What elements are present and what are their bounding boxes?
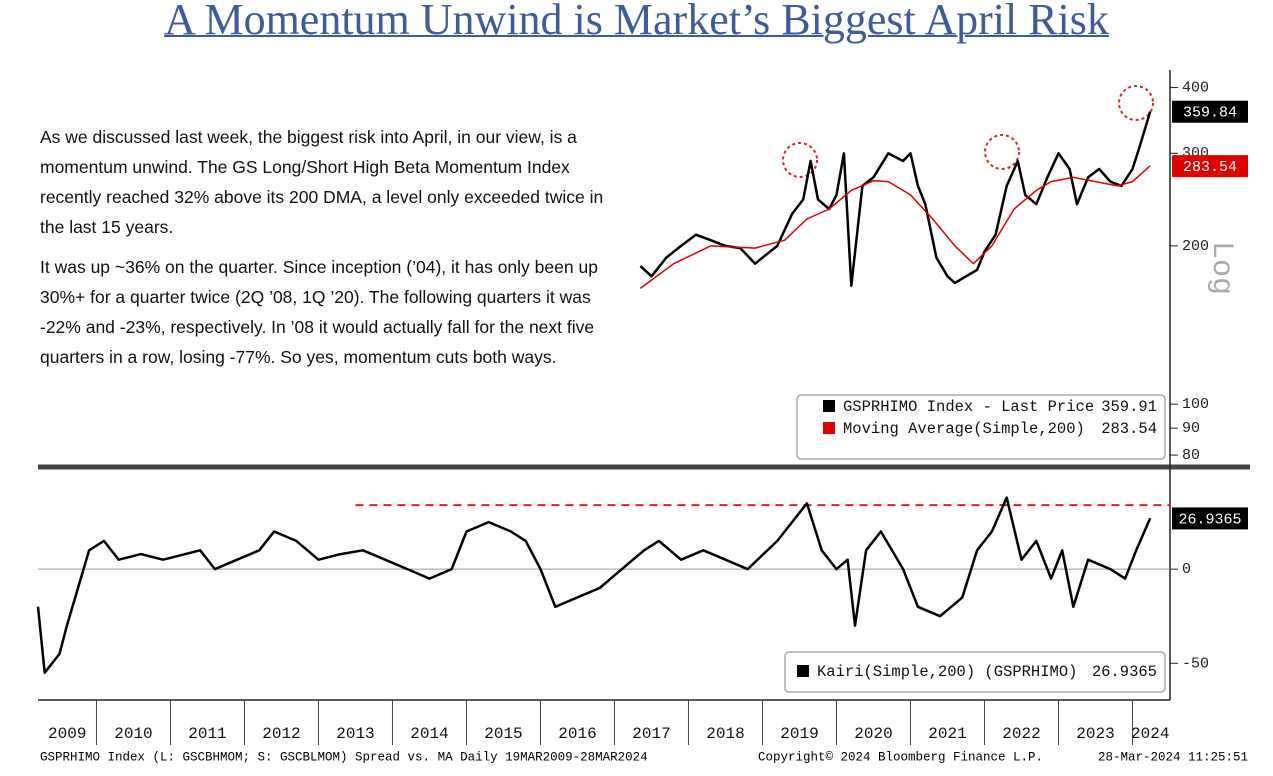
last-value-tag	[1172, 507, 1248, 530]
y-tick-label: 80	[1182, 447, 1200, 464]
legend-swatch	[797, 665, 809, 677]
series-line	[639, 165, 1151, 290]
commentary: As we discussed last week, the biggest r…	[40, 122, 630, 382]
x-tick-label: 2009	[48, 725, 86, 743]
highlight-circle	[1118, 85, 1154, 121]
highlight-circle	[782, 142, 818, 178]
x-tick-label: 2021	[928, 725, 966, 743]
legend-label: GSPRHIMO Index - Last Price	[843, 398, 1094, 416]
last-value-label: 283.54	[1183, 159, 1237, 176]
x-tick-label: 2017	[632, 725, 670, 743]
x-tick-label: 2022	[1002, 725, 1040, 743]
legend-value: 26.9365	[1092, 663, 1157, 681]
legend-label: Kairi(Simple,200) (GSPRHIMO)	[817, 663, 1077, 681]
x-tick-label: 2024	[1131, 725, 1169, 743]
x-tick-label: 2018	[706, 725, 744, 743]
legend-box	[784, 651, 1166, 693]
x-tick-label: 2013	[336, 725, 374, 743]
x-tick-label: 2010	[114, 725, 152, 743]
series-line	[639, 111, 1152, 287]
series-line	[36, 496, 1152, 674]
legend-value: 283.54	[1101, 420, 1157, 438]
y-tick-label: 400	[1182, 80, 1209, 97]
x-tick-label: 2014	[410, 725, 448, 743]
title: A Momentum Unwind is Market’s Biggest Ap…	[164, 0, 1109, 44]
x-tick-label: 2016	[558, 725, 596, 743]
last-value-label: 26.9365	[1178, 511, 1241, 528]
y-tick-label: 90	[1182, 420, 1200, 437]
y-tick-label: 200	[1182, 238, 1209, 255]
legend-label: Moving Average(Simple,200)	[843, 420, 1085, 438]
paragraph: As we discussed last week, the biggest r…	[40, 127, 604, 237]
axis-label: Log	[1204, 241, 1238, 295]
y-tick-label: 0	[1182, 561, 1191, 578]
x-tick-label: 2012	[262, 725, 300, 743]
footer-right: 28-Mar-2024 11:25:51	[1098, 750, 1248, 764]
last-value-tag	[1172, 100, 1248, 123]
footer-center: Copyright© 2024 Bloomberg Finance L.P.	[758, 750, 1043, 764]
highlight-circle	[984, 134, 1020, 170]
legend-value: 359.91	[1101, 398, 1157, 416]
y-tick-label: -50	[1182, 655, 1209, 672]
last-value-label: 359.84	[1183, 105, 1237, 122]
legend-swatch	[823, 400, 835, 412]
x-tick-label: 2019	[780, 725, 818, 743]
x-tick-label: 2020	[854, 725, 892, 743]
paragraph: It was up ~36% on the quarter. Since inc…	[40, 257, 598, 367]
y-tick-label: 100	[1182, 396, 1209, 413]
x-tick-label: 2015	[484, 725, 522, 743]
last-value-tag	[1172, 155, 1248, 178]
x-tick-label: 2011	[188, 725, 226, 743]
footer-left: GSPRHIMO Index (L: GSCBHMOM; S: GSCBLMOM…	[40, 750, 648, 764]
legend-box	[796, 394, 1166, 460]
x-tick-label: 2023	[1076, 725, 1114, 743]
legend-swatch	[823, 422, 835, 434]
